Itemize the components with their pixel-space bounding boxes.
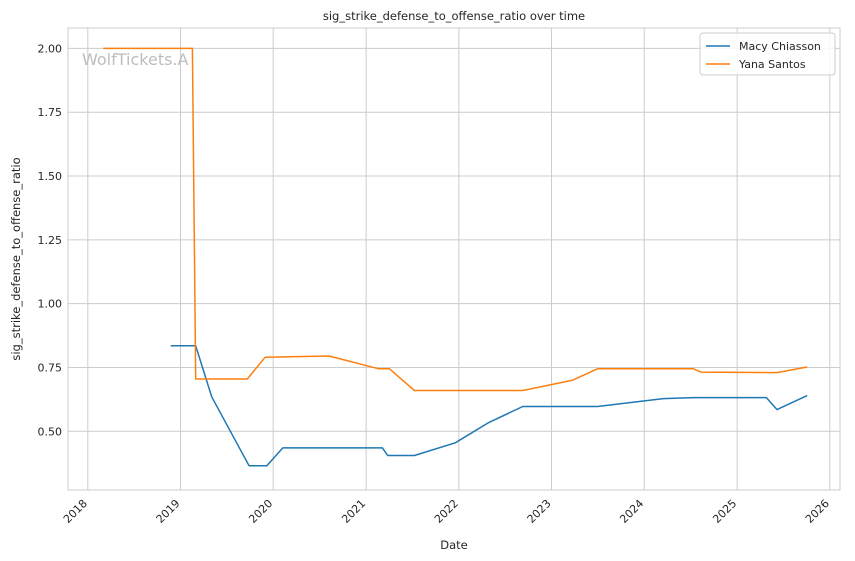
series-line-yana-santos bbox=[103, 47, 808, 392]
x-tick-label: 2018 bbox=[61, 497, 90, 526]
y-tick-labels: 0.50 0.75 1.00 1.25 1.50 1.75 2.00 bbox=[38, 42, 63, 438]
y-axis-label: sig_strike_defense_to_offense_ratio bbox=[9, 157, 23, 360]
legend: Macy Chiasson Yana Santos bbox=[699, 32, 836, 76]
y-tick-label: 1.00 bbox=[38, 298, 63, 311]
x-tick-label: 2021 bbox=[339, 497, 368, 526]
x-axis-label: Date bbox=[440, 538, 468, 552]
chart-title: sig_strike_defense_to_offense_ratio over… bbox=[323, 9, 585, 23]
series-line-macy-chiasson bbox=[170, 345, 808, 467]
x-tick-label: 2020 bbox=[246, 497, 275, 526]
y-tick-label: 0.50 bbox=[38, 425, 63, 438]
watermark: WolfTickets.A bbox=[82, 50, 189, 69]
y-tick-label: 2.00 bbox=[38, 42, 63, 55]
y-tick-label: 1.50 bbox=[38, 170, 63, 183]
x-tick-label: 2024 bbox=[617, 497, 646, 526]
y-tick-label: 1.25 bbox=[38, 234, 63, 247]
legend-label-yana: Yana Santos bbox=[738, 58, 806, 71]
x-tick-label: 2022 bbox=[432, 497, 461, 526]
y-tick-label: 1.75 bbox=[38, 106, 63, 119]
plot-area bbox=[68, 28, 840, 490]
legend-label-macy: Macy Chiasson bbox=[739, 40, 821, 53]
legend-box bbox=[699, 32, 836, 76]
x-tick-labels: 2018 2019 2020 2021 2022 2023 2024 2025 2026 bbox=[61, 497, 832, 526]
y-tick-label: 0.75 bbox=[38, 361, 63, 374]
x-tick-label: 2025 bbox=[710, 497, 739, 526]
series-lines bbox=[103, 47, 808, 467]
x-tick-label: 2026 bbox=[803, 497, 832, 526]
x-tick-label: 2019 bbox=[154, 497, 183, 526]
grid bbox=[68, 28, 840, 490]
plot-frame bbox=[67, 27, 841, 491]
x-tick-label: 2023 bbox=[525, 497, 554, 526]
